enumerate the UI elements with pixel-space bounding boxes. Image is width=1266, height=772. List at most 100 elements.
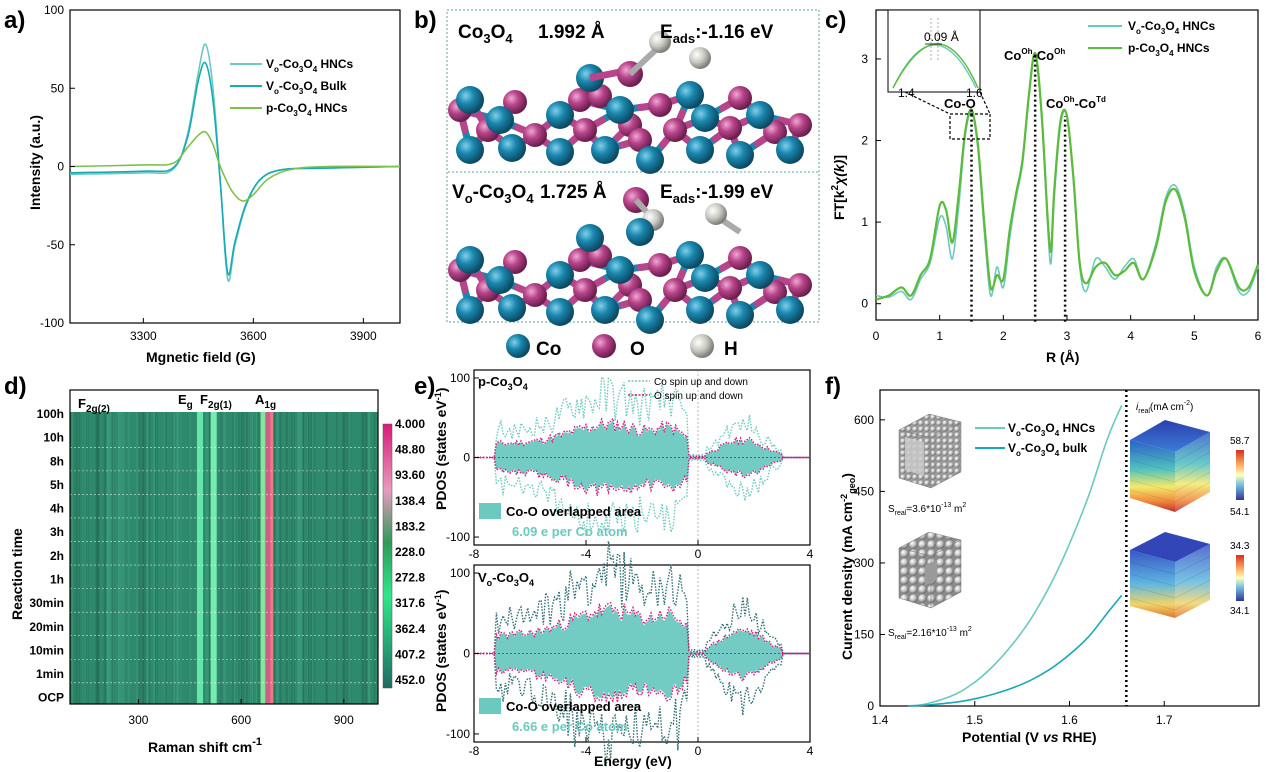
co-atom	[726, 301, 754, 329]
chart-d-texture-stripe	[97, 412, 100, 704]
chart-e-legend: Co spin up and down O spin up and down	[628, 377, 748, 402]
co-atom	[746, 261, 774, 289]
o-atom	[573, 118, 597, 142]
chart-e-xlabel: Energy (eV)	[594, 753, 672, 769]
chart-d-xlabel: Raman shift cm-1	[148, 736, 262, 755]
chart-a-epr: 3300 3600 3900 -100 -50 0 50 100 Mgnetic field …	[27, 3, 401, 365]
chart-f-cb1-max: 58.7	[1230, 436, 1250, 447]
chart-e-ytick-label: 0	[463, 647, 470, 661]
chart-f-current-cube-hnc	[1129, 420, 1211, 512]
panel-label-e: e)	[414, 373, 435, 400]
h-atom	[689, 47, 711, 69]
chart-d-colorbar-tick: 452.0	[395, 673, 425, 687]
chart-a-series-group	[69, 43, 401, 283]
chart-e-xtick-label: -4	[581, 744, 592, 758]
chart-c-xtick-label: 6	[1255, 329, 1262, 343]
chart-d-colorbar-tick: 48.80	[395, 443, 425, 457]
legend-co-atom	[506, 334, 530, 358]
panel-b-top-structure	[448, 31, 812, 174]
chart-e-o-spin-down	[474, 652, 810, 704]
chart-d-texture-stripe	[303, 412, 304, 704]
chart-d-texture-stripe	[273, 412, 275, 704]
chart-d-texture-stripe	[325, 412, 327, 704]
o-atom	[728, 86, 752, 110]
o-atom	[788, 273, 812, 297]
chart-d-row-label: 1h	[50, 573, 64, 587]
chart-e-bottom-overlap-label: Co-O overlapped area	[506, 699, 642, 714]
chart-f-colorbar-hnc	[1236, 450, 1244, 500]
chart-d-texture-stripe	[366, 412, 368, 704]
chart-d-texture-stripe	[223, 412, 225, 704]
chart-d-texture-stripe	[342, 412, 344, 704]
chart-c-zoom-connector	[904, 91, 951, 115]
chart-e-top-ylabel: PDOS (states eV-1)	[433, 388, 449, 510]
chart-d-row-label: 8h	[50, 454, 64, 468]
chart-c-series-group	[875, 52, 1260, 322]
chart-c-inset-value: 0.09 Å	[924, 29, 959, 44]
chart-d-texture-stripe	[223, 412, 226, 704]
chart-d-xtick-label: 600	[231, 713, 251, 727]
chart-f-sreal2: Sreal=2.16*10-13 m2	[888, 626, 972, 641]
co-atom	[606, 96, 634, 124]
chart-d-texture-stripe	[205, 412, 207, 704]
chart-d-texture-stripe	[242, 412, 244, 704]
chart-f-ytick-label: 450	[854, 484, 874, 498]
chart-e-overlap-area	[474, 605, 810, 700]
chart-e-bottom-electrons: 6.66 e per Co atom	[512, 719, 628, 734]
chart-e-top-title: p-Co3O4	[478, 374, 528, 392]
chart-e-xtick-label: -4	[581, 547, 592, 561]
chart-f-solid-cube-inset	[898, 531, 962, 609]
co-atom	[546, 261, 574, 289]
h-atom	[705, 203, 727, 225]
chart-d-colorbar-tick: 183.2	[395, 519, 425, 533]
chart-d-band-label-f2g1: F2g(1)	[200, 392, 232, 411]
chart-f-current-cube-bulk	[1129, 532, 1211, 618]
chart-e-top-electrons: 6.09 e per Co atom	[512, 524, 628, 539]
chart-c-zoom-connector	[979, 91, 991, 115]
chart-c-legend: Vo-Co3O4 HNCs p-Co3O4 HNCs	[1088, 19, 1215, 58]
chart-c-inset-plot: 0.09 Å 1.4 1.6	[892, 18, 983, 100]
chart-d-band-a1g-core	[270, 412, 274, 704]
co-atom	[726, 141, 754, 169]
chart-c-ylabel: FT[k2χ(k)]	[830, 155, 847, 220]
chart-d-texture-stripe	[300, 412, 302, 704]
chart-d-texture-stripe	[259, 412, 261, 704]
chart-d-texture-stripe	[297, 412, 299, 704]
chart-d-texture-stripe	[104, 412, 106, 704]
legend-h-atom	[690, 334, 714, 358]
chart-d-texture-stripe	[250, 412, 252, 704]
chart-d-texture-stripe	[310, 412, 312, 704]
chart-e-legend-co-label: Co spin up and down	[654, 377, 748, 388]
co-atom	[676, 81, 704, 109]
chart-e-xtick-label: 0	[695, 547, 702, 561]
chart-d-texture-stripe	[238, 412, 240, 704]
o-atom	[503, 90, 527, 114]
chart-d-band-labels: F2g(2)Eg F2g(1) A1g	[78, 392, 276, 415]
chart-d-texture-stripe	[138, 412, 140, 704]
chart-d-texture-stripe	[251, 412, 253, 704]
chart-d-texture-stripe	[71, 412, 74, 704]
chart-c-legend-label-0: Vo-Co3O4 HNCs	[1128, 19, 1215, 36]
co-atom	[591, 136, 619, 164]
chart-d-texture-stripe	[301, 412, 304, 704]
chart-a-xtick-label: 3900	[350, 329, 377, 343]
chart-e-ytick-label: 100	[450, 371, 470, 385]
co-atom	[546, 101, 574, 129]
chart-e-bottom-title: Vo-Co3O4	[478, 570, 534, 588]
co-atom	[776, 296, 804, 324]
co-atom	[546, 138, 574, 166]
chart-d-texture-stripe	[107, 412, 109, 704]
chart-d-texture-stripe	[145, 412, 146, 704]
h-atom	[649, 31, 671, 53]
chart-d-ylabel: Reaction time	[9, 528, 25, 620]
chart-a-series-line-0	[69, 43, 401, 283]
chart-d-band-label-a1g: A1g	[255, 392, 276, 411]
chart-c-ytick-label: 2	[861, 134, 868, 148]
o-atom	[718, 276, 742, 300]
chart-a-xlabel: Mgnetic field (G)	[146, 349, 256, 365]
chart-d-texture-stripe	[343, 412, 345, 704]
chart-a-ytick-label: -50	[47, 238, 65, 252]
chart-c-xtick-label: 4	[1127, 329, 1134, 343]
